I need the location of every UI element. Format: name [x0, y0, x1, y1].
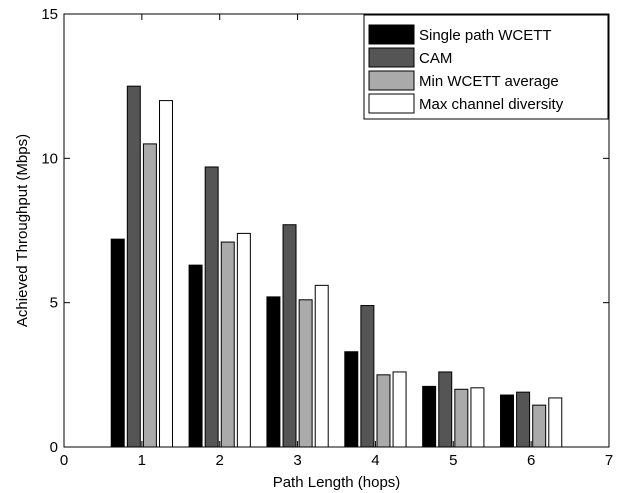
bar-3-series-0 [266, 296, 281, 448]
bar-3-series-3 [314, 284, 329, 448]
bar-5-series-2 [454, 388, 469, 448]
y-tick-label: 5 [50, 295, 58, 312]
y-tick-label: 0 [50, 439, 58, 456]
legend-swatch-0 [368, 24, 415, 45]
bar-3-series-2 [298, 299, 313, 448]
x-tick-label: 6 [527, 452, 535, 469]
legend-swatch-3 [368, 93, 415, 114]
bar-2-series-1 [204, 166, 219, 448]
bar-6-series-3 [548, 397, 563, 448]
bar-4-series-2 [376, 374, 391, 448]
x-tick-label: 2 [216, 452, 224, 469]
x-tick-label: 5 [449, 452, 457, 469]
bar-1-series-3 [159, 100, 173, 448]
bar-6-series-1 [516, 391, 531, 448]
bar-2-series-2 [220, 241, 235, 448]
x-tick-label: 4 [371, 452, 379, 469]
bar-1-series-1 [126, 85, 141, 448]
bar-5-series-0 [422, 385, 437, 448]
plot-frame [63, 13, 610, 448]
bar-2-series-3 [236, 232, 251, 448]
legend: Single path WCETT CAM Min WCETT average … [363, 14, 609, 120]
x-tick-label: 1 [138, 452, 146, 469]
legend-swatch-2 [368, 70, 415, 91]
x-axis-label: Path Length (hops) [273, 474, 401, 491]
bar-1-series-2 [142, 143, 157, 448]
bar-6-series-0 [500, 394, 514, 448]
legend-label-2: Min WCETT average [419, 73, 559, 90]
bars [110, 85, 563, 448]
bar-6-series-2 [532, 404, 547, 448]
bar-5-series-1 [438, 371, 453, 448]
bar-4-series-1 [360, 305, 375, 448]
x-tick-label: 7 [605, 452, 613, 469]
bar-4-series-3 [392, 371, 407, 448]
tick-labels: 0 1 2 3 4 5 6 7 0 5 10 15 [41, 6, 613, 469]
y-tick-label: 15 [41, 6, 58, 23]
legend-label-3: Max channel diversity [419, 96, 564, 113]
y-axis-label: Achieved Throughput (Mbps) [14, 134, 31, 327]
x-tick-label: 3 [293, 452, 301, 469]
legend-swatch-1 [368, 47, 415, 68]
y-tick-label: 10 [41, 150, 58, 167]
legend-label-0: Single path WCETT [419, 27, 552, 44]
bar-1-series-0 [110, 238, 125, 448]
bar-5-series-3 [470, 387, 485, 448]
x-tick-label: 0 [60, 452, 68, 469]
bar-4-series-0 [344, 351, 359, 448]
bar-2-series-0 [188, 264, 203, 448]
legend-label-1: CAM [419, 50, 452, 67]
bar-3-series-1 [282, 224, 297, 448]
